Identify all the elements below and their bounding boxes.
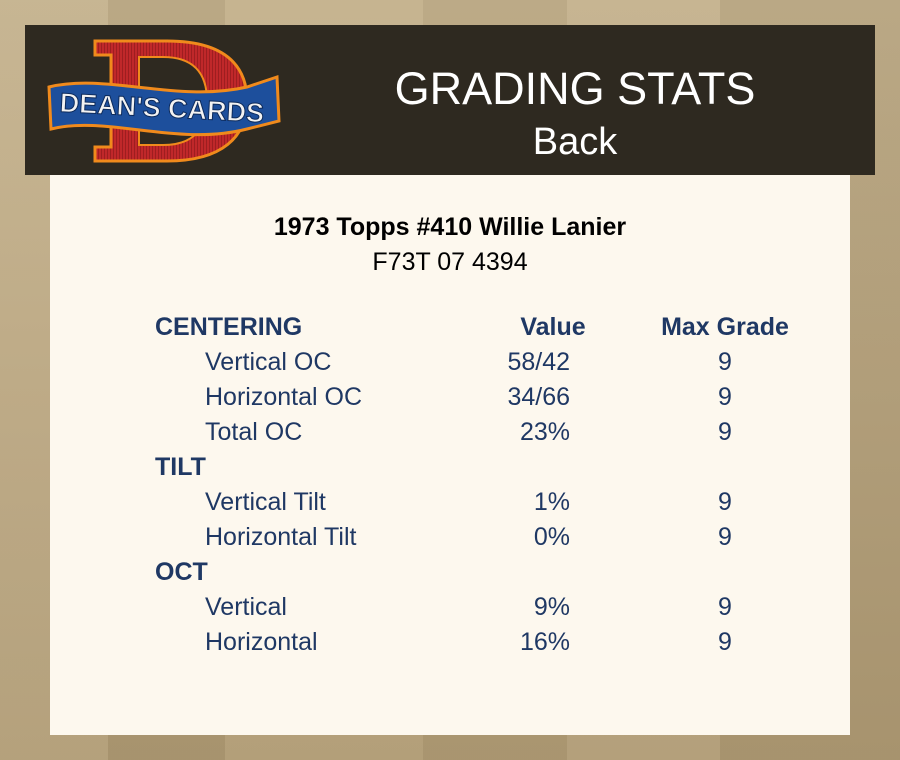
row-value: 9% — [533, 593, 570, 621]
table-row: Vertical Tilt 1% 9 — [50, 488, 850, 523]
card-name: 1973 Topps #410 Willie Lanier — [273, 213, 627, 241]
row-max-grade: 9 — [718, 383, 732, 411]
row-label: Total OC — [205, 418, 303, 446]
page-title: GRADING STATS — [394, 63, 756, 114]
row-max-grade: 9 — [718, 628, 732, 656]
cert-number: F73T 07 4394 — [372, 248, 528, 276]
row-max-grade: 9 — [718, 593, 732, 621]
column-header-value: Value — [520, 313, 586, 341]
section-header: TILT — [50, 453, 850, 488]
table-row: Vertical 9% 9 — [50, 593, 850, 628]
header-bar: DEAN'S CARDS GRADING STATS Back — [25, 25, 875, 175]
row-label: Vertical — [205, 593, 287, 621]
row-value: 1% — [533, 488, 570, 516]
row-value: 0% — [533, 523, 570, 551]
section-label: TILT — [155, 453, 206, 481]
row-label: Vertical Tilt — [205, 488, 326, 516]
row-max-grade: 9 — [718, 418, 732, 446]
row-value: 58/42 — [507, 348, 570, 376]
table-row: Total OC 23% 9 — [50, 418, 850, 453]
table-row: Horizontal Tilt 0% 9 — [50, 523, 850, 558]
row-label: Horizontal OC — [205, 383, 362, 411]
row-label: Vertical OC — [205, 348, 332, 376]
page-subtitle: Back — [532, 121, 618, 163]
row-max-grade: 9 — [718, 348, 732, 376]
section-header: CENTERING Value Max Grade — [50, 313, 850, 348]
row-value: 16% — [519, 628, 570, 656]
deans-cards-logo: DEAN'S CARDS — [47, 39, 281, 163]
table-row: Vertical OC 58/42 9 — [50, 348, 850, 383]
stats-panel: 1973 Topps #410 Willie Lanier F73T 07 43… — [50, 175, 850, 735]
table-row: Horizontal 16% 9 — [50, 628, 850, 663]
column-header-max-grade: Max Grade — [661, 313, 789, 341]
section-label: CENTERING — [155, 313, 303, 341]
row-max-grade: 9 — [718, 523, 732, 551]
section-label: OCT — [155, 558, 208, 586]
row-value: 34/66 — [507, 383, 570, 411]
row-label: Horizontal — [205, 628, 318, 656]
row-label: Horizontal Tilt — [205, 523, 357, 551]
table-row: Horizontal OC 34/66 9 — [50, 383, 850, 418]
section-header: OCT — [50, 558, 850, 593]
row-value: 23% — [519, 418, 570, 446]
row-max-grade: 9 — [718, 488, 732, 516]
